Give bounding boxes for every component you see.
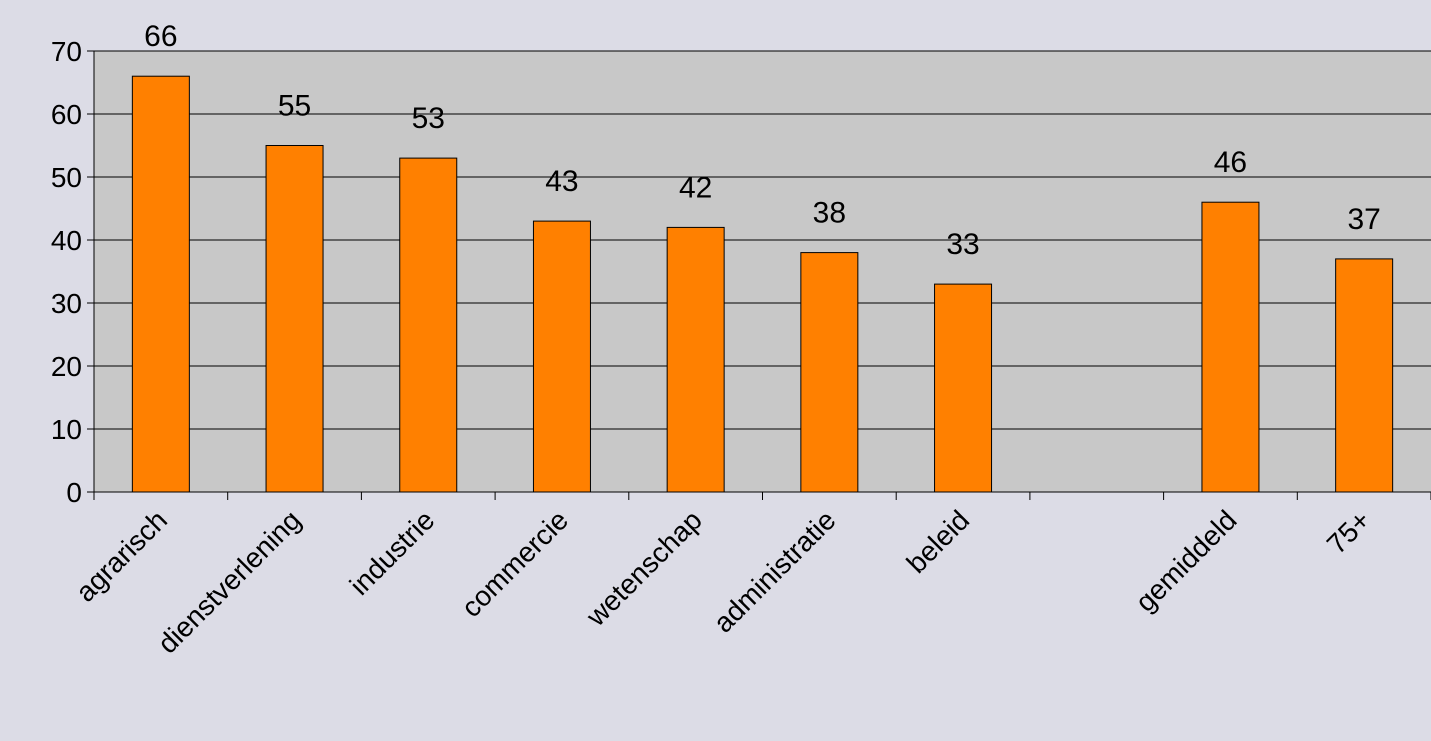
data-label: 33 xyxy=(946,228,979,261)
category-label: beleid xyxy=(901,504,976,579)
y-tick-label: 30 xyxy=(51,288,82,319)
category-label: agrarisch xyxy=(70,504,173,607)
category-label: gemiddeld xyxy=(1129,504,1242,617)
data-label: 53 xyxy=(412,102,445,135)
bar xyxy=(399,157,458,493)
data-label: 38 xyxy=(813,197,846,230)
data-label: 37 xyxy=(1347,203,1380,236)
y-tick-label: 20 xyxy=(51,351,82,382)
category-label: wetenschap xyxy=(580,504,708,632)
y-tick-label: 50 xyxy=(51,162,82,193)
bar xyxy=(934,283,993,493)
bar xyxy=(666,226,725,493)
bar xyxy=(1201,201,1260,493)
category-label: dienstverlening xyxy=(152,504,307,659)
category-label: commercie xyxy=(455,504,574,623)
category-label: 75+ xyxy=(1321,504,1377,560)
category-label: administratie xyxy=(707,504,841,638)
category-label: industrie xyxy=(344,504,441,601)
y-tick-label: 60 xyxy=(51,99,82,130)
bar xyxy=(1335,258,1394,493)
bar xyxy=(532,220,591,493)
y-axis: 0 10 20 30 40 50 60 70 xyxy=(51,36,95,508)
y-tick-label: 0 xyxy=(66,477,82,508)
data-label: 46 xyxy=(1214,146,1247,179)
data-label: 43 xyxy=(545,165,578,198)
x-axis xyxy=(93,491,1431,500)
bars xyxy=(131,75,1394,493)
y-tick-label: 70 xyxy=(51,36,82,67)
bar xyxy=(800,252,859,493)
y-tick-label: 40 xyxy=(51,225,82,256)
bar xyxy=(131,75,190,493)
data-label: 55 xyxy=(278,90,311,123)
bar xyxy=(265,145,324,493)
data-labels: 66 55 53 43 42 38 33 46 37 xyxy=(144,20,1381,261)
data-label: 66 xyxy=(144,20,177,53)
data-label: 42 xyxy=(679,171,712,204)
y-tick-label: 10 xyxy=(51,414,82,445)
